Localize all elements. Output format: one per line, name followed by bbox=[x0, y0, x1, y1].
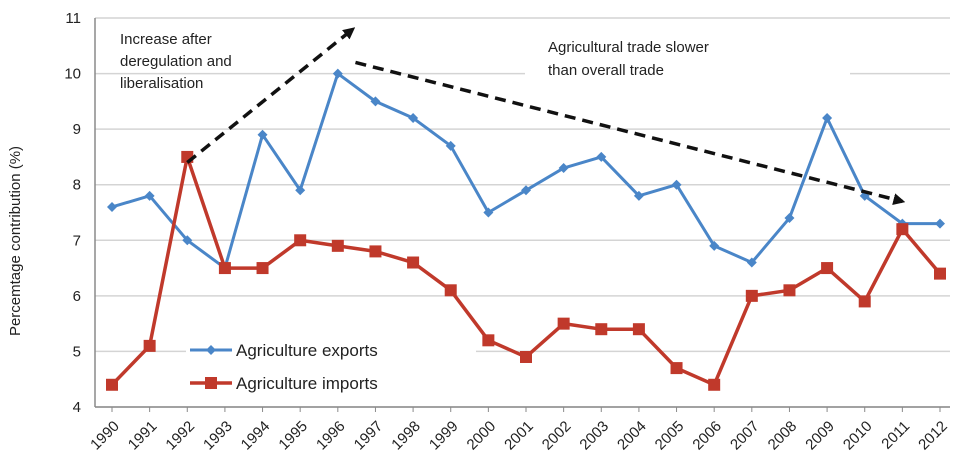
data-point bbox=[294, 234, 307, 247]
data-point bbox=[670, 362, 683, 375]
data-point bbox=[633, 190, 644, 201]
x-tick-label: 2006 bbox=[689, 418, 725, 454]
data-point bbox=[934, 267, 946, 280]
legend: Agriculture exports Agriculture imports bbox=[186, 334, 476, 402]
data-point bbox=[557, 317, 570, 330]
x-tick-label: 2005 bbox=[652, 418, 688, 454]
data-point bbox=[821, 262, 834, 275]
data-point bbox=[521, 185, 531, 196]
legend-item: Agriculture exports bbox=[190, 341, 378, 360]
data-point bbox=[671, 179, 682, 190]
x-tick-label: 2011 bbox=[878, 418, 913, 453]
series-exports bbox=[107, 68, 945, 274]
y-axis-label: Percemtage contribution (%) bbox=[7, 146, 24, 336]
x-tick-label: 1990 bbox=[87, 418, 123, 454]
x-tick-label: 2001 bbox=[501, 418, 537, 454]
x-tick-label: 1999 bbox=[426, 418, 462, 454]
series-line bbox=[111, 72, 940, 270]
x-tick-label: 1997 bbox=[351, 418, 387, 454]
data-point bbox=[558, 163, 569, 174]
x-tick-label: 2003 bbox=[576, 418, 612, 454]
data-point bbox=[483, 207, 494, 218]
annotations: Increase after deregulation and liberalisa… bbox=[120, 27, 906, 205]
data-point bbox=[858, 295, 871, 308]
series bbox=[106, 68, 946, 391]
y-tick-label: 4 bbox=[73, 399, 81, 416]
y-tick-label: 7 bbox=[73, 232, 81, 249]
x-tick-label: 1991 bbox=[125, 418, 161, 454]
annotation-text: liberalisation bbox=[120, 75, 203, 92]
y-tick-label: 11 bbox=[65, 10, 81, 27]
data-point bbox=[595, 323, 608, 336]
x-tick-label: 2000 bbox=[464, 418, 500, 454]
y-tick-label: 9 bbox=[73, 121, 81, 138]
data-point bbox=[369, 245, 382, 258]
y-axis-ticks: 4 5 6 7 8 9 10 11 bbox=[64, 10, 81, 416]
data-point bbox=[822, 113, 833, 124]
x-tick-label: 1996 bbox=[313, 418, 349, 454]
data-point bbox=[783, 284, 796, 297]
legend-bg bbox=[186, 334, 476, 402]
x-tick-label: 1995 bbox=[275, 418, 311, 454]
data-point bbox=[331, 239, 344, 252]
data-point bbox=[408, 113, 419, 124]
legend-marker bbox=[205, 377, 217, 389]
data-point bbox=[257, 129, 268, 140]
series-imports bbox=[106, 150, 946, 391]
y-tick-label: 8 bbox=[73, 177, 81, 194]
x-tick-label: 2008 bbox=[765, 418, 801, 454]
data-point bbox=[218, 262, 231, 275]
data-point bbox=[332, 68, 343, 79]
legend-marker bbox=[206, 345, 216, 355]
data-point bbox=[182, 235, 193, 246]
x-tick-label: 2010 bbox=[840, 418, 876, 454]
data-point bbox=[107, 201, 117, 212]
annotation-text: Agricultural trade slower bbox=[548, 39, 709, 56]
data-point bbox=[896, 223, 909, 236]
data-point bbox=[784, 213, 795, 224]
data-point bbox=[407, 256, 420, 269]
data-point bbox=[745, 289, 758, 302]
annotation-arrow bbox=[355, 60, 906, 205]
annotation-arrow bbox=[186, 27, 356, 164]
annotation-text: deregulation and bbox=[120, 53, 232, 70]
data-point bbox=[520, 350, 532, 363]
data-point bbox=[709, 240, 720, 251]
x-tick-label: 2004 bbox=[614, 418, 650, 454]
data-point bbox=[143, 339, 156, 352]
legend-item: Agriculture imports bbox=[190, 374, 378, 393]
data-point bbox=[632, 323, 645, 336]
data-point bbox=[445, 140, 456, 151]
x-tick-label: 1992 bbox=[162, 418, 198, 454]
y-tick-label: 6 bbox=[73, 288, 81, 305]
y-tick-label: 5 bbox=[73, 343, 81, 360]
annotation-bg bbox=[525, 33, 850, 83]
data-point bbox=[370, 96, 381, 107]
data-point bbox=[144, 190, 155, 201]
x-tick-label: 2002 bbox=[539, 418, 575, 454]
x-tick-label: 2009 bbox=[802, 418, 838, 454]
data-point bbox=[482, 334, 495, 347]
y-tick-label: 10 bbox=[64, 66, 81, 83]
data-point bbox=[708, 378, 721, 391]
annotation-text: than overall trade bbox=[548, 62, 664, 79]
data-point bbox=[106, 378, 118, 391]
x-tick-label: 2012 bbox=[915, 418, 951, 454]
x-tick-label: 1994 bbox=[238, 418, 274, 454]
x-tick-label: 2007 bbox=[727, 418, 763, 454]
data-point bbox=[295, 185, 306, 196]
x-axis-ticks: 1990 1991 1992 1993 1994 1995 1996 1997 1998 1999… bbox=[87, 407, 951, 453]
x-tick-label: 1993 bbox=[200, 418, 236, 454]
data-point bbox=[444, 284, 457, 297]
data-point bbox=[596, 151, 607, 162]
data-point bbox=[746, 257, 757, 268]
x-tick-label: 1998 bbox=[388, 418, 424, 454]
legend-label: Agriculture exports bbox=[236, 341, 378, 360]
annotation-text: Increase after bbox=[120, 31, 212, 48]
data-point bbox=[256, 262, 269, 275]
legend-label: Agriculture imports bbox=[236, 374, 378, 393]
data-point bbox=[935, 218, 945, 229]
